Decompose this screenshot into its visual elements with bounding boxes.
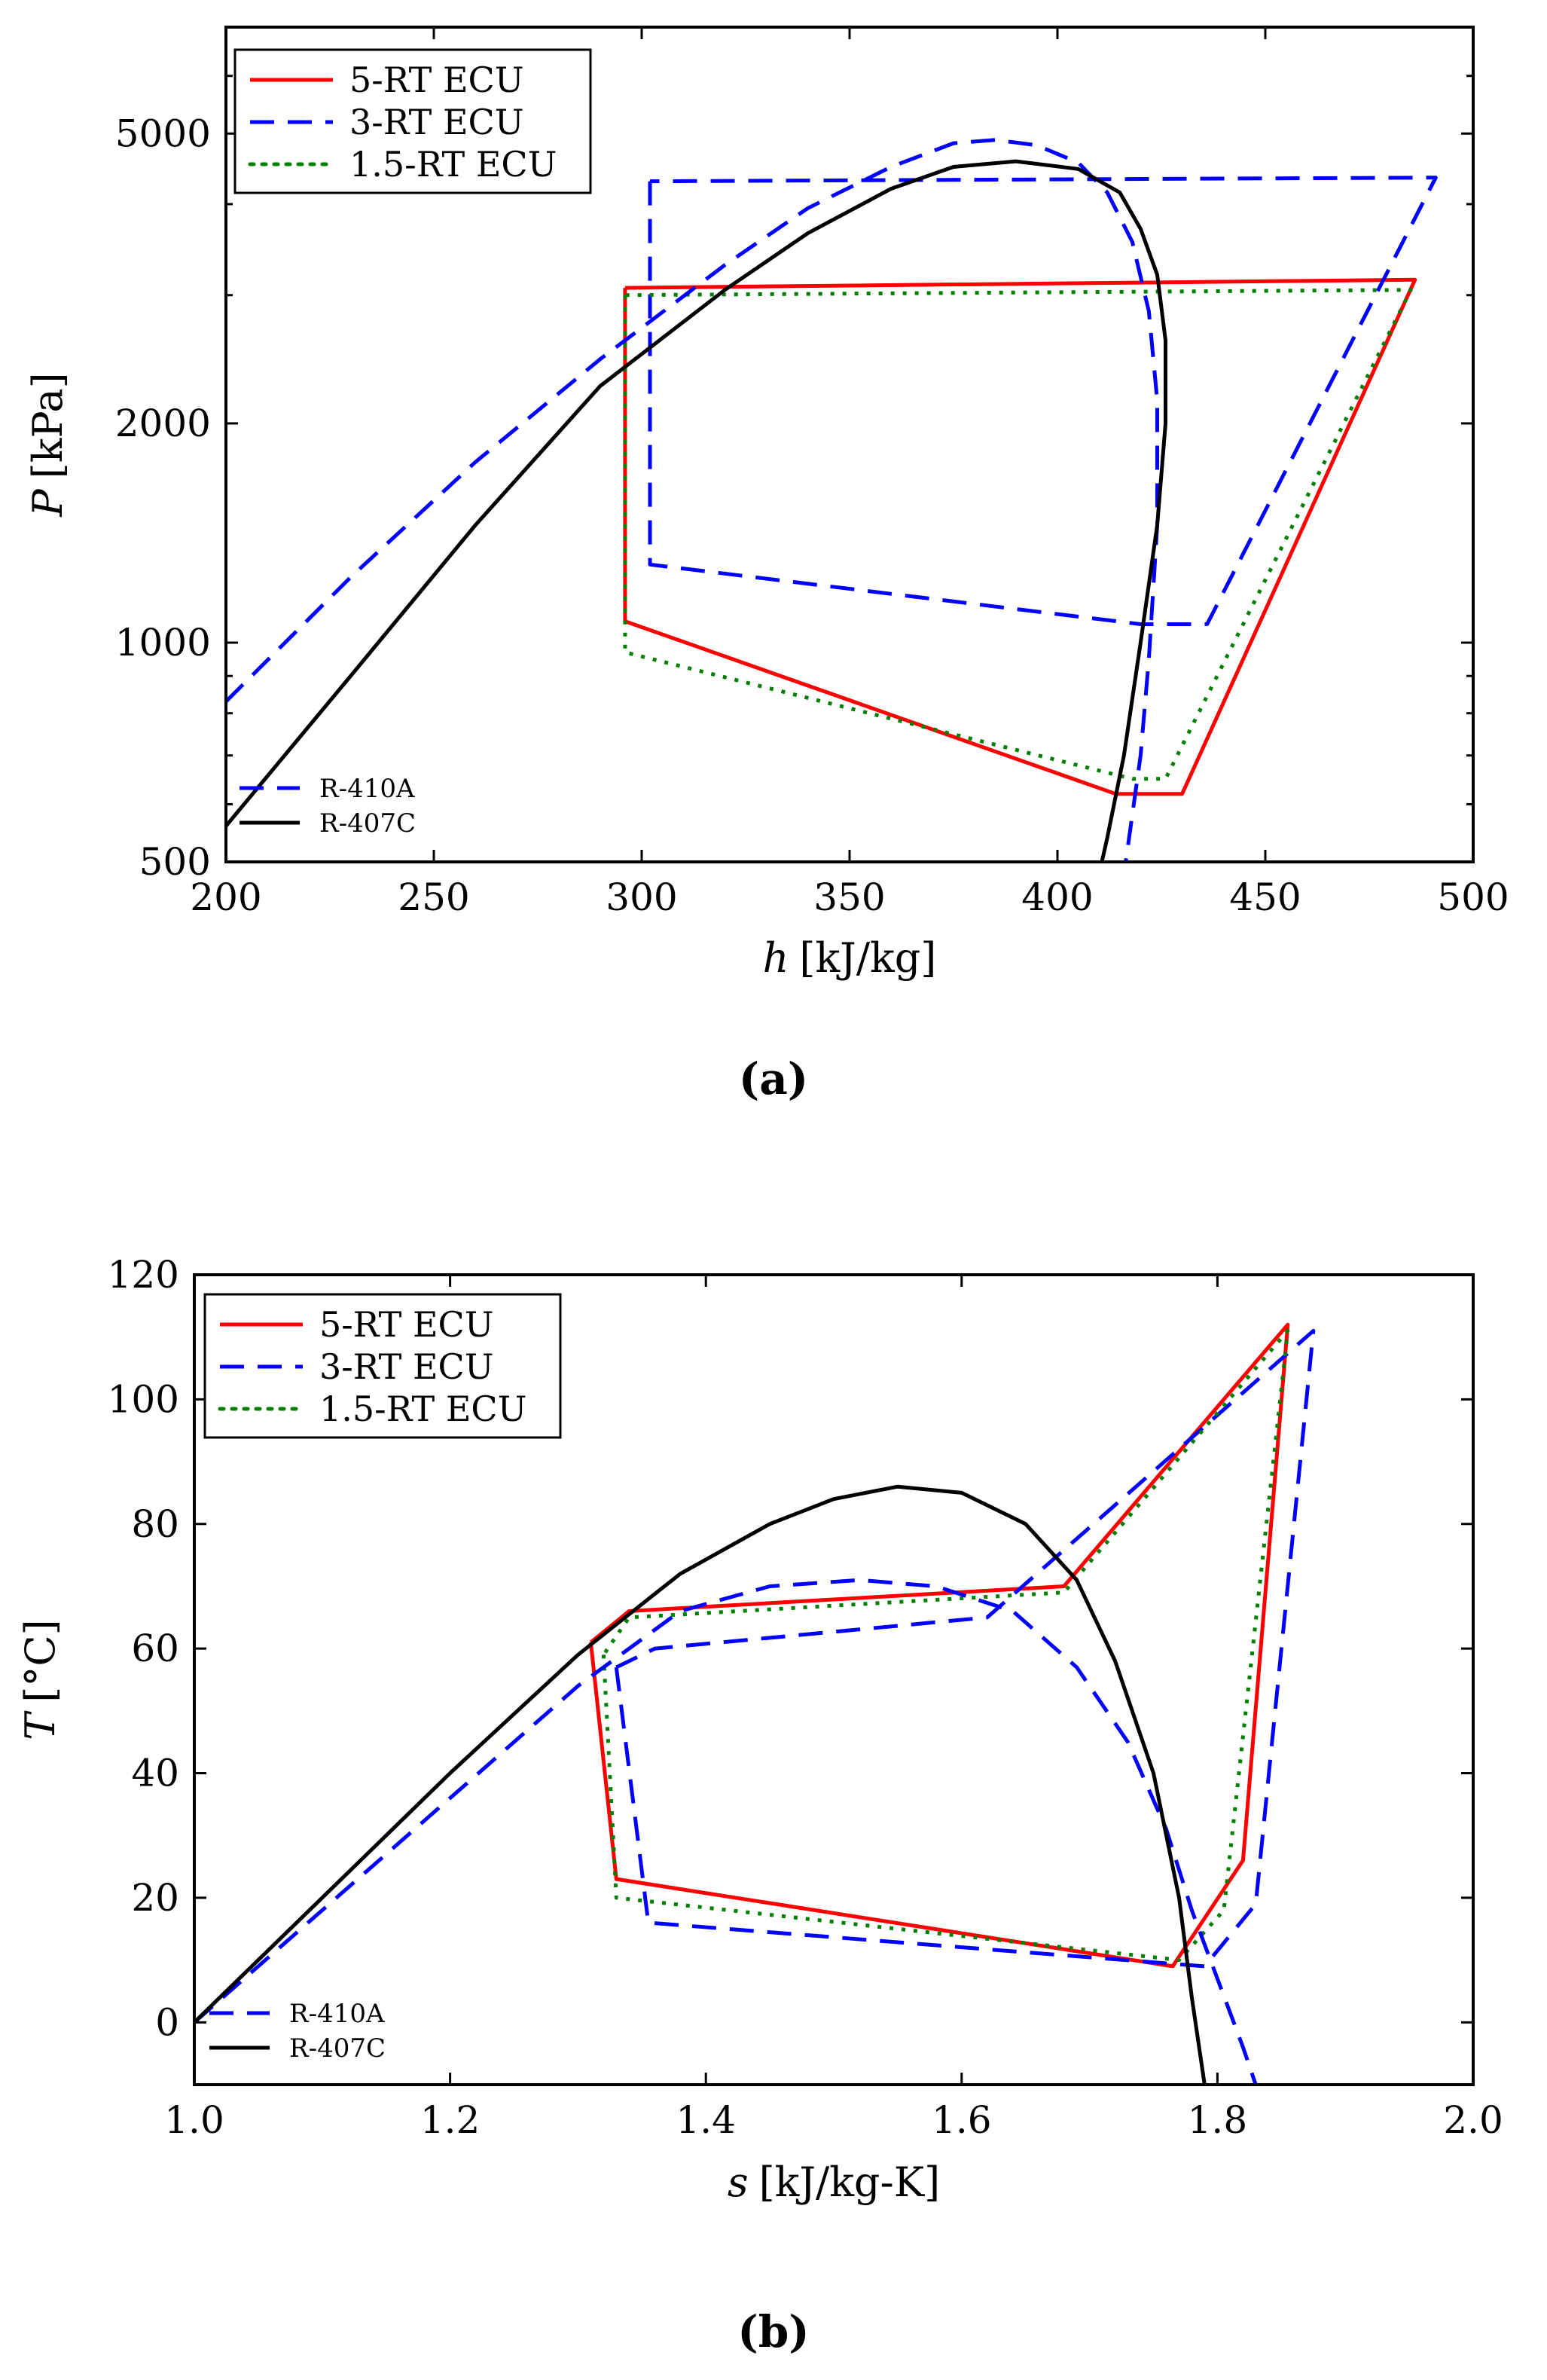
cycle-legend-label: 3-RT ECU xyxy=(349,102,523,142)
series-line-r-407c xyxy=(226,159,1167,862)
cycle-legend-label: 5-RT ECU xyxy=(319,1304,493,1345)
series-line-3-rt-ecu xyxy=(648,176,1438,626)
x-tick-label: 1.4 xyxy=(676,2098,736,2142)
panel-caption: (b) xyxy=(737,2306,809,2357)
plot-area xyxy=(226,138,1438,862)
cycle-legend-label: 1.5-RT ECU xyxy=(349,144,557,185)
y-axis-title: P [kPa] xyxy=(24,372,72,517)
series-line-1-5-rt-ecu xyxy=(623,288,1413,781)
x-axis-title: s [kJ/kg-K] xyxy=(728,2158,940,2206)
series-line-1-5-rt-ecu xyxy=(601,1328,1290,1963)
plot-area xyxy=(194,1322,1316,2085)
y-axis-variable: P xyxy=(24,488,72,518)
y-axis-variable: T xyxy=(17,1710,64,1740)
fluid-legend-label: R-410A xyxy=(319,774,415,804)
x-tick-label: 400 xyxy=(1021,875,1093,919)
series-line-3-rt-ecu xyxy=(614,1328,1316,1969)
y-tick-label: 80 xyxy=(131,1502,179,1546)
x-tick-label: 450 xyxy=(1229,875,1301,919)
y-tick-label: 5000 xyxy=(115,112,211,155)
x-axis-title: h [kJ/kg] xyxy=(763,934,937,982)
y-axis-unit: [°C] xyxy=(17,1619,64,1702)
x-axis-variable: s xyxy=(728,2158,749,2206)
fluid-legend-label: R-410A xyxy=(289,1999,385,2029)
y-tick-label: 2000 xyxy=(115,402,211,445)
x-tick-label: 200 xyxy=(190,875,261,919)
panel-b-temperature-entropy-chart: 1.0 1.2 1.4 1.6 1.8 2.0 0 20 40 60 80 100 120 s [kJ/kg… xyxy=(17,1253,1503,2357)
x-tick-label: 250 xyxy=(398,875,469,919)
fluid-legend-label: R-407C xyxy=(319,808,416,839)
fluid-legend: R-410A R-407C xyxy=(240,774,416,839)
y-tick-label: 1000 xyxy=(115,621,211,665)
x-tick-label: 500 xyxy=(1437,875,1509,919)
y-tick-label: 20 xyxy=(131,1876,179,1920)
cycle-legend-label: 5-RT ECU xyxy=(349,60,523,100)
series-line-r-410a xyxy=(194,1578,1258,2085)
x-tick-label: 1.2 xyxy=(420,2098,481,2142)
x-tick-label: 350 xyxy=(813,875,885,919)
x-tick-label: 2.0 xyxy=(1443,2098,1503,2142)
x-tick-label: 1.6 xyxy=(932,2098,992,2142)
y-tick-label: 0 xyxy=(155,2000,179,2044)
cycle-legend-label: 1.5-RT ECU xyxy=(319,1389,526,1429)
x-axis-variable: h xyxy=(763,934,789,982)
y-axis-unit: [kPa] xyxy=(24,372,72,478)
y-tick-label: 40 xyxy=(131,1752,179,1795)
x-axis-unit: [kJ/kg-K] xyxy=(759,2158,941,2206)
y-tick-label: 120 xyxy=(108,1253,179,1297)
cycle-legend-box xyxy=(233,48,592,194)
y-tick-label: 100 xyxy=(108,1377,179,1421)
cycle-legend-label: 3-RT ECU xyxy=(319,1346,493,1387)
panel-a-pressure-enthalpy-chart: 200 250 300 350 400 450 500 500 1000 2000 5000 h [kJ… xyxy=(24,26,1509,1104)
x-tick-label: 1.0 xyxy=(164,2098,224,2142)
y-axis-title: T [°C] xyxy=(17,1619,64,1740)
fluid-legend-label: R-407C xyxy=(289,2033,386,2064)
x-axis-unit: [kJ/kg] xyxy=(799,934,936,982)
fluid-legend: R-410A R-407C xyxy=(209,1999,386,2064)
series-line-5-rt-ecu xyxy=(623,277,1417,796)
series-line-r-407c xyxy=(194,1484,1207,2085)
x-tick-label: 300 xyxy=(606,875,677,919)
plot-frame xyxy=(193,1273,1475,2086)
panel-caption: (a) xyxy=(739,1053,808,1104)
y-tick-label: 60 xyxy=(131,1627,179,1670)
x-tick-label: 1.8 xyxy=(1188,2098,1248,2142)
y-tick-label: 500 xyxy=(139,840,211,884)
